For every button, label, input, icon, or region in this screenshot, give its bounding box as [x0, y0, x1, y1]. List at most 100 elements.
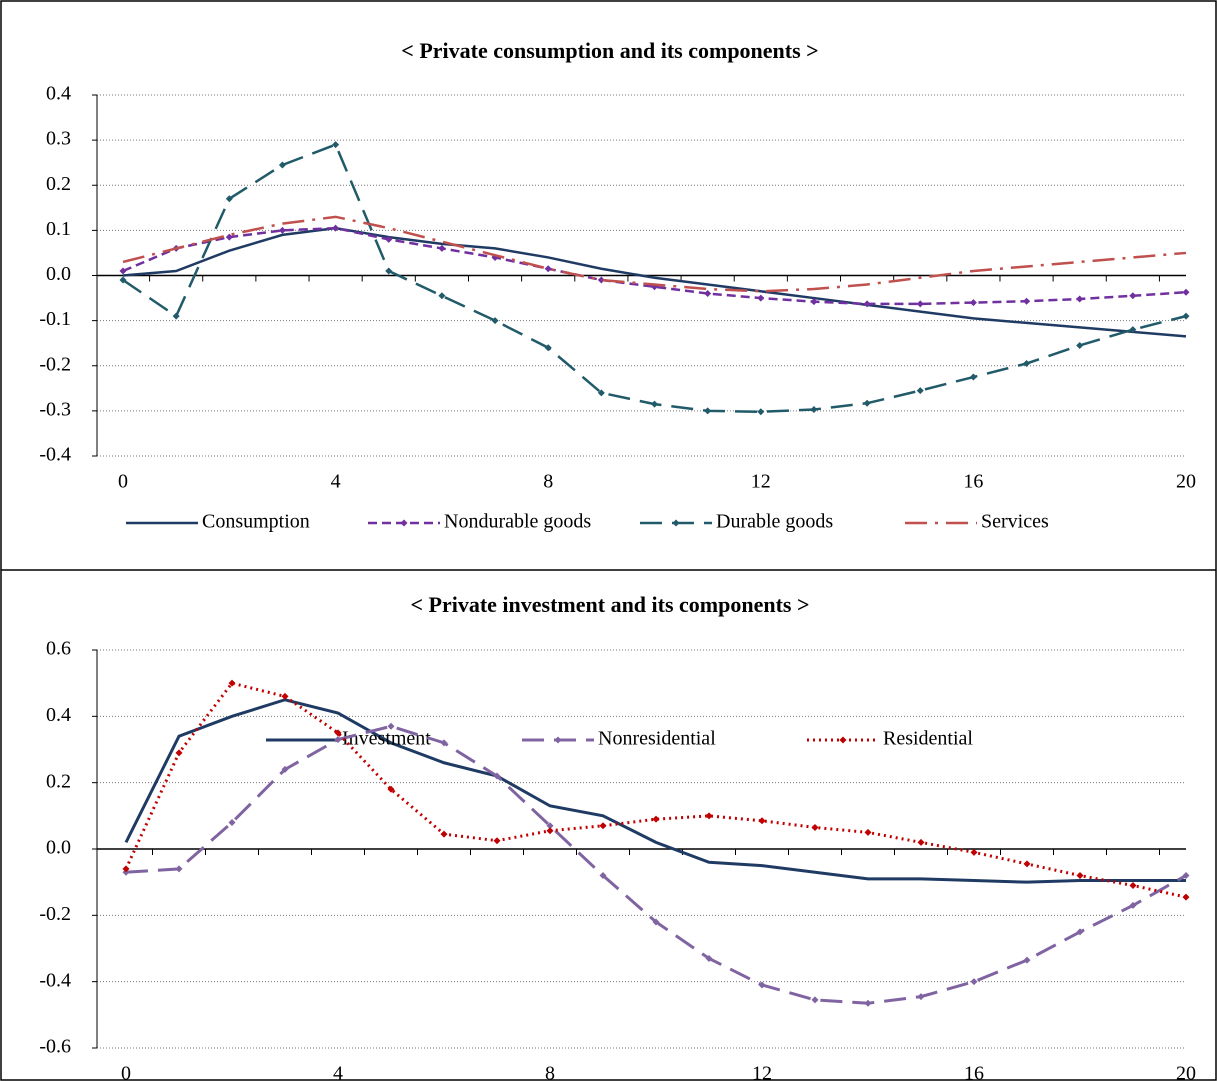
- point: [1076, 341, 1084, 349]
- point: [704, 290, 712, 298]
- point: [1182, 872, 1190, 880]
- point: [597, 389, 605, 397]
- point: [917, 993, 925, 1001]
- point: [175, 865, 183, 873]
- point: [332, 141, 340, 149]
- series-line: [124, 698, 1186, 884]
- point: [1129, 901, 1137, 909]
- point: [969, 373, 977, 381]
- point: [122, 865, 130, 873]
- legend-marker: [400, 519, 408, 527]
- legend-label: Nonresidential: [598, 728, 716, 750]
- y-tick-label: 0.1: [46, 218, 71, 240]
- point: [546, 827, 554, 835]
- point: [705, 812, 713, 820]
- point: [1023, 297, 1031, 305]
- point: [334, 736, 342, 744]
- point: [810, 406, 818, 414]
- x-tick-label: 16: [964, 1063, 984, 1081]
- x-tick-label: 20: [1176, 1063, 1196, 1081]
- point: [387, 722, 395, 730]
- point: [278, 161, 286, 169]
- point: [334, 729, 342, 737]
- series-line: [122, 226, 1187, 338]
- point: [758, 817, 766, 825]
- point: [172, 312, 180, 320]
- x-tick-label: 16: [963, 471, 983, 493]
- point: [281, 765, 289, 773]
- x-tick-label: 0: [121, 1063, 131, 1081]
- point: [916, 300, 924, 308]
- point: [652, 815, 660, 823]
- legend-marker: [839, 736, 847, 744]
- y-tick-label: -0.4: [39, 969, 71, 991]
- legend-marker: [554, 736, 562, 744]
- x-tick-label: 12: [752, 1063, 772, 1081]
- point: [864, 999, 872, 1007]
- point: [1076, 872, 1084, 880]
- x-tick-label: 4: [331, 471, 341, 493]
- y-tick-label: -0.2: [39, 353, 71, 375]
- y-tick-label: 0.6: [46, 638, 71, 660]
- point: [544, 344, 552, 352]
- point: [757, 294, 765, 302]
- legend-label: Residential: [883, 728, 973, 750]
- point: [864, 828, 872, 836]
- point: [1129, 292, 1137, 300]
- point: [970, 848, 978, 856]
- y-tick-label: -0.2: [39, 903, 71, 925]
- point: [705, 954, 713, 962]
- point: [385, 267, 393, 275]
- y-tick-label: 0.4: [46, 83, 71, 105]
- point: [228, 818, 236, 826]
- y-tick-label: -0.1: [39, 308, 71, 330]
- point: [970, 978, 978, 986]
- point: [332, 224, 340, 232]
- point: [491, 317, 499, 325]
- x-tick-label: 20: [1176, 471, 1196, 493]
- legend-marker: [672, 519, 680, 527]
- series-line: [122, 215, 1187, 293]
- point: [1023, 956, 1031, 964]
- point: [1182, 893, 1190, 901]
- chart-title: < Private consumption and its components…: [401, 38, 818, 63]
- point: [493, 772, 501, 780]
- point: [969, 299, 977, 307]
- legend-label: Services: [981, 511, 1049, 533]
- series-line: [124, 681, 1187, 899]
- point: [1182, 312, 1190, 320]
- y-tick-label: 0.0: [46, 837, 71, 859]
- point: [278, 226, 286, 234]
- point: [544, 265, 552, 273]
- point: [652, 918, 660, 926]
- point: [438, 292, 446, 300]
- point: [916, 387, 924, 395]
- y-tick-label: 0.0: [46, 263, 71, 285]
- point: [810, 298, 818, 306]
- point: [438, 244, 446, 252]
- point: [440, 830, 448, 838]
- point: [758, 981, 766, 989]
- point: [225, 233, 233, 241]
- point: [493, 837, 501, 845]
- x-tick-label: 12: [751, 471, 771, 493]
- y-tick-label: -0.4: [39, 444, 71, 466]
- x-tick-label: 0: [118, 471, 128, 493]
- point: [281, 692, 289, 700]
- point: [119, 276, 127, 284]
- point: [757, 408, 765, 416]
- point: [599, 822, 607, 830]
- y-tick-label: -0.6: [39, 1036, 71, 1058]
- y-tick-label: 0.4: [46, 704, 71, 726]
- point: [1023, 860, 1031, 868]
- y-tick-label: 0.2: [46, 173, 71, 195]
- point: [119, 267, 127, 275]
- point: [1076, 928, 1084, 936]
- point: [811, 996, 819, 1004]
- point: [387, 785, 395, 793]
- x-tick-label: 8: [545, 1063, 555, 1081]
- point: [175, 749, 183, 757]
